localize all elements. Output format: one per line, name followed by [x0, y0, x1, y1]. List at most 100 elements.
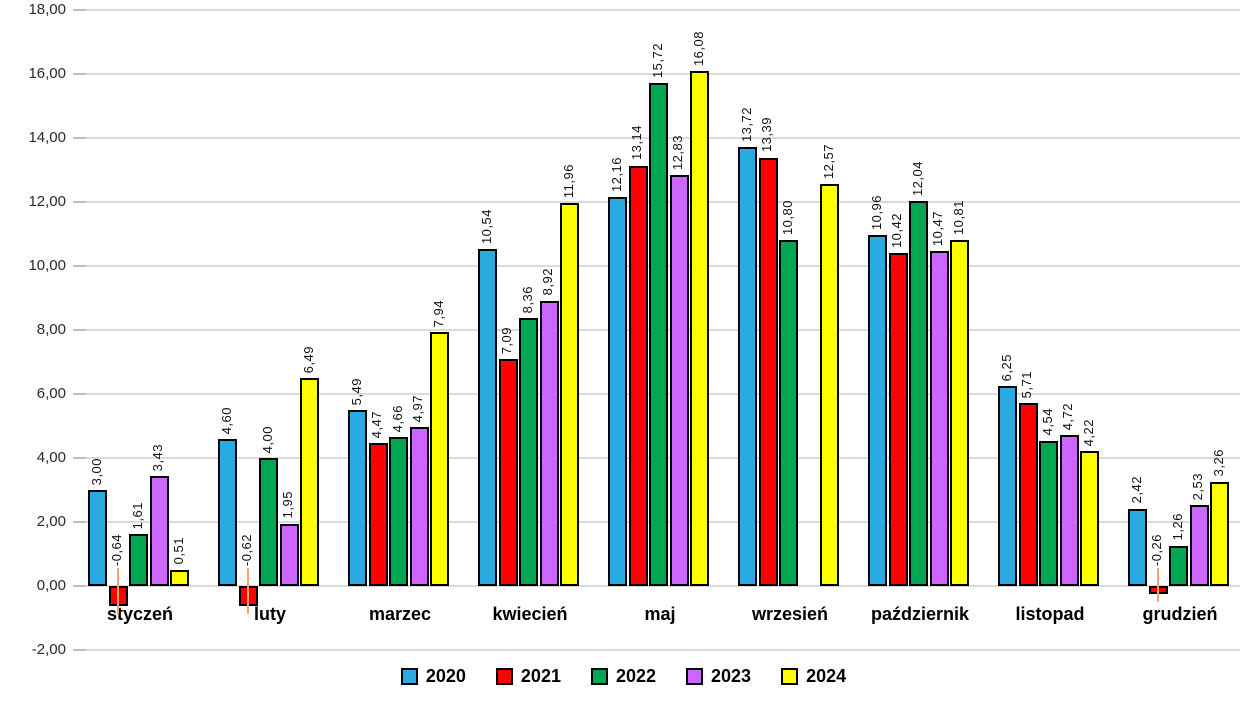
y-axis-tick [73, 649, 86, 651]
bar-2020-grudzień [1128, 508, 1147, 586]
y-axis-tick [73, 393, 86, 395]
data-label-2022-wrzesień: 10,80 [779, 200, 795, 236]
data-label-2022-maj: 15,72 [649, 42, 665, 78]
bar-2022-listopad [1039, 440, 1058, 586]
data-label-2023-styczeń: 3,43 [150, 443, 165, 472]
bar-2020-marzec [348, 410, 367, 586]
y-axis-label: 14,00 [28, 129, 66, 146]
gridline [73, 9, 1240, 11]
data-label-2021-styczeń: -0,64 [109, 533, 124, 566]
y-axis-tick [73, 457, 86, 459]
bar-2024-marzec [430, 331, 449, 586]
bar-2021-maj [628, 165, 648, 586]
legend-item-2023: 2023 [686, 666, 751, 687]
negative-label-leader-line [1157, 568, 1159, 603]
y-axis-tick [73, 585, 86, 587]
y-axis-label: 0,00 [36, 577, 66, 594]
x-axis-label-kwiecień: kwiecień [492, 604, 568, 624]
legend-label-2024: 2024 [806, 666, 847, 686]
data-label-2021-luty: -0,62 [239, 533, 254, 566]
bar-2021-listopad [1018, 403, 1038, 586]
legend-label-2021: 2021 [520, 666, 561, 686]
data-label-2021-wrzesień: 13,39 [759, 117, 774, 153]
data-label-2020-wrzesień: 13,72 [738, 106, 754, 142]
data-label-2022-kwiecień: 8,36 [519, 286, 535, 314]
data-label-2021-listopad: 5,71 [1019, 370, 1034, 399]
data-label-2023-marzec: 4,97 [410, 394, 425, 422]
data-label-2020-kwiecień: 10,54 [478, 208, 494, 244]
data-label-2021-maj: 13,14 [629, 125, 644, 161]
data-label-2024-grudzień: 3,26 [1210, 449, 1226, 477]
data-label-2022-luty: 4,00 [259, 425, 275, 453]
legend-label-2022: 2022 [615, 666, 657, 686]
bar-2024-kwiecień [560, 203, 579, 586]
legend-swatch-2021 [495, 668, 513, 685]
y-axis-label: 16,00 [28, 65, 66, 82]
x-axis-label-maj: maj [644, 604, 676, 624]
bar-2023-grudzień [1189, 505, 1209, 586]
bar-2022-luty [259, 458, 278, 586]
legend-swatch-2024 [781, 668, 799, 685]
y-axis-tick [73, 137, 86, 139]
data-label-2023-grudzień: 2,53 [1190, 472, 1205, 501]
data-label-2024-styczeń: 0,51 [170, 537, 186, 565]
data-label-2023-maj: 12,83 [670, 135, 685, 171]
bar-2023-październik [929, 250, 949, 586]
data-label-2020-styczeń: 3,00 [88, 457, 104, 485]
bar-2022-październik [909, 200, 928, 586]
x-axis-label-październik: październik [870, 604, 970, 624]
gridline [73, 585, 1240, 587]
y-axis-tick [73, 9, 86, 11]
data-label-2022-październik: 12,04 [909, 160, 925, 196]
gridline [73, 649, 1240, 651]
data-label-2022-grudzień: 1,26 [1169, 513, 1185, 541]
bar-2020-styczeń [88, 490, 107, 586]
y-axis-label: 10,00 [28, 257, 66, 274]
bar-2022-styczeń [129, 534, 148, 586]
bar-2022-marzec [389, 436, 408, 586]
data-label-2024-marzec: 7,94 [430, 299, 446, 327]
bar-2020-kwiecień [478, 248, 497, 586]
bar-2020-maj [608, 196, 627, 586]
negative-label-leader-line [117, 568, 119, 615]
legend-swatch-2022 [590, 668, 608, 685]
data-label-2024-luty: 6,49 [300, 346, 316, 374]
bar-2023-luty [279, 523, 299, 586]
data-label-2022-listopad: 4,54 [1039, 408, 1055, 436]
x-axis-label-marzec: marzec [368, 604, 432, 624]
bar-2024-wrzesień [820, 183, 839, 586]
bar-2020-październik [868, 235, 887, 586]
negative-label-leader-line [247, 568, 249, 614]
data-label-2024-październik: 10,81 [950, 200, 966, 236]
bar-2021-wrzesień [758, 157, 778, 586]
data-label-2022-styczeń: 1,61 [129, 502, 145, 530]
bar-2023-listopad [1059, 434, 1079, 586]
data-label-2020-marzec: 5,49 [348, 378, 364, 406]
data-label-2023-kwiecień: 8,92 [540, 268, 555, 296]
data-label-2020-grudzień: 2,42 [1128, 476, 1144, 504]
y-axis-label: 2,00 [36, 513, 66, 530]
legend-item-2024: 2024 [781, 666, 846, 687]
bar-2021-kwiecień [498, 359, 518, 586]
data-label-2020-luty: 4,60 [218, 406, 234, 434]
data-label-2021-październik: 10,42 [889, 212, 904, 248]
bar-2020-wrzesień [738, 146, 757, 586]
legend-item-2021: 2021 [495, 666, 561, 687]
bar-2020-listopad [998, 386, 1017, 586]
data-label-2024-maj: 16,08 [690, 31, 706, 67]
y-axis-tick [73, 521, 86, 523]
bar-2023-kwiecień [539, 300, 559, 586]
y-axis-label: 4,00 [36, 449, 66, 466]
y-axis-tick [73, 329, 86, 331]
y-axis-tick [73, 73, 86, 75]
bar-2024-styczeń [170, 569, 189, 586]
bar-2021-marzec [368, 442, 388, 586]
bar-2024-luty [300, 378, 319, 586]
data-label-2020-październik: 10,96 [868, 195, 884, 231]
data-label-2024-kwiecień: 11,96 [560, 164, 576, 199]
x-axis-label-listopad: listopad [1015, 604, 1085, 624]
data-label-2024-wrzesień: 12,57 [820, 143, 836, 179]
bar-2024-maj [690, 71, 709, 586]
y-axis-label: 6,00 [36, 385, 66, 402]
